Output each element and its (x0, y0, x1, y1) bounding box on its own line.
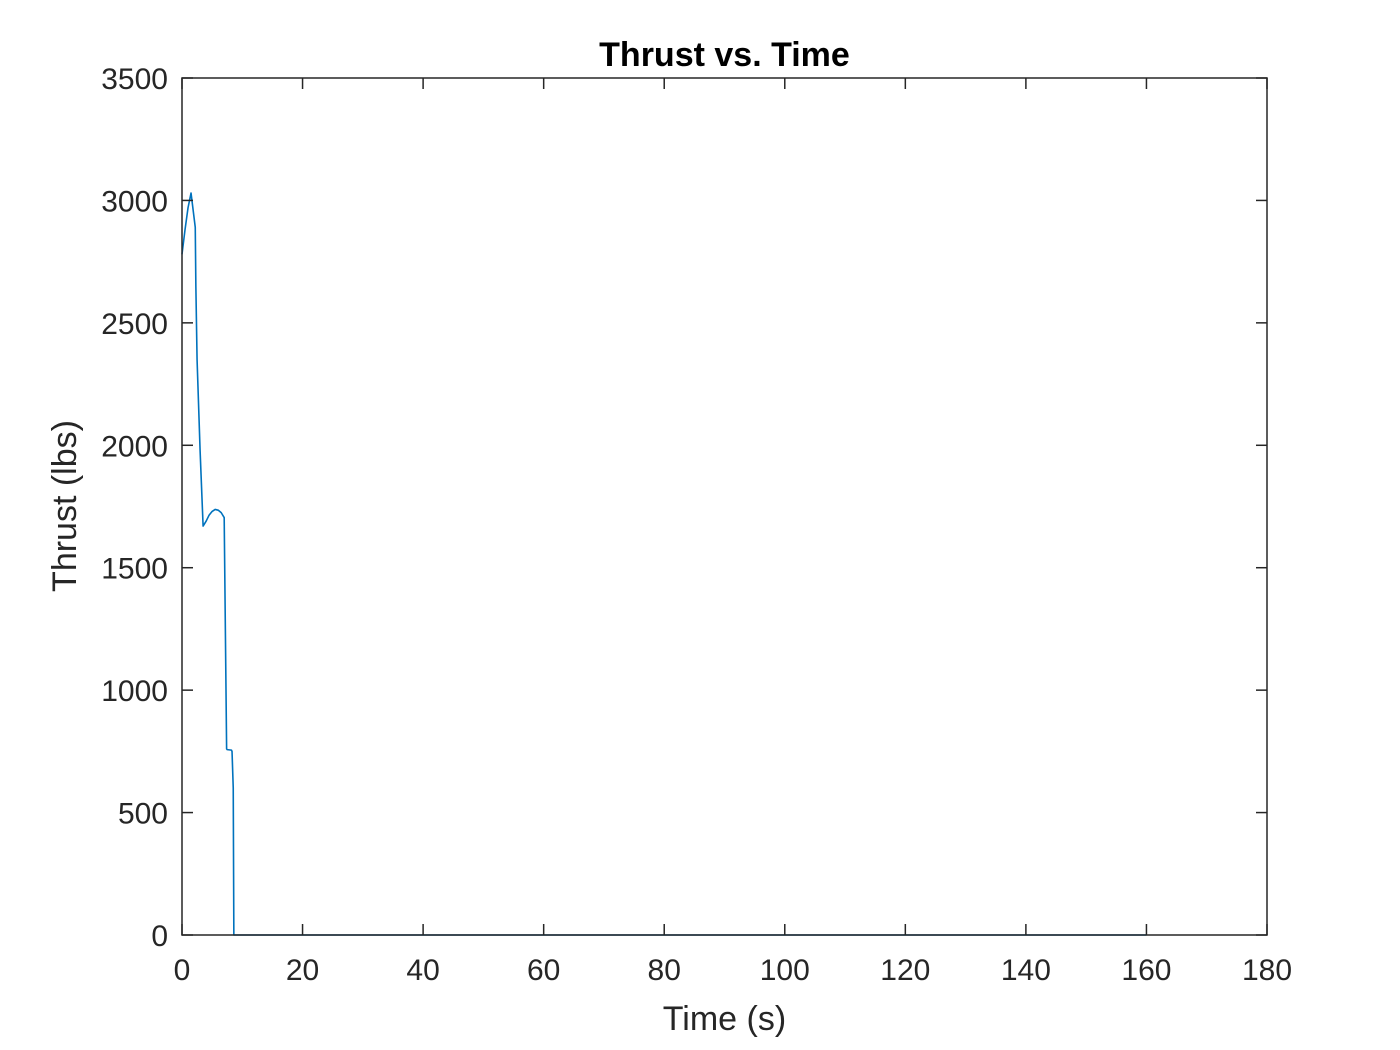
x-tick-label: 20 (286, 954, 319, 987)
x-tick-label: 40 (406, 954, 439, 987)
x-tick-label: 120 (880, 954, 930, 987)
x-tick-label: 140 (1001, 954, 1051, 987)
y-tick-label: 1000 (101, 675, 168, 708)
tick-layer (181, 77, 1268, 936)
x-tick-label: 180 (1242, 954, 1292, 987)
chart-title: Thrust vs. Time (599, 36, 850, 74)
y-tick-label: 2500 (101, 308, 168, 341)
y-tick-label: 3000 (101, 185, 168, 218)
plot-area (182, 78, 1267, 935)
y-tick-label: 500 (118, 798, 168, 831)
x-tick-label: 0 (174, 954, 191, 987)
y-tick-label: 2000 (101, 430, 168, 463)
y-axis-label: Thrust (lbs) (46, 420, 84, 592)
x-tick-label: 80 (648, 954, 681, 987)
x-axis-label: Time (s) (663, 1000, 786, 1038)
x-tick-label: 160 (1121, 954, 1171, 987)
y-tick-label: 0 (151, 920, 168, 953)
y-tick-label: 3500 (101, 63, 168, 96)
x-tick-label: 60 (527, 954, 560, 987)
tick-label-layer: 0 20 40 60 80 100 120 140 160 180 0 500 1000 1500 2000… (101, 63, 1292, 987)
axes-box (181, 77, 1268, 936)
y-tick-label: 1500 (101, 553, 168, 586)
x-tick-label: 100 (760, 954, 810, 987)
